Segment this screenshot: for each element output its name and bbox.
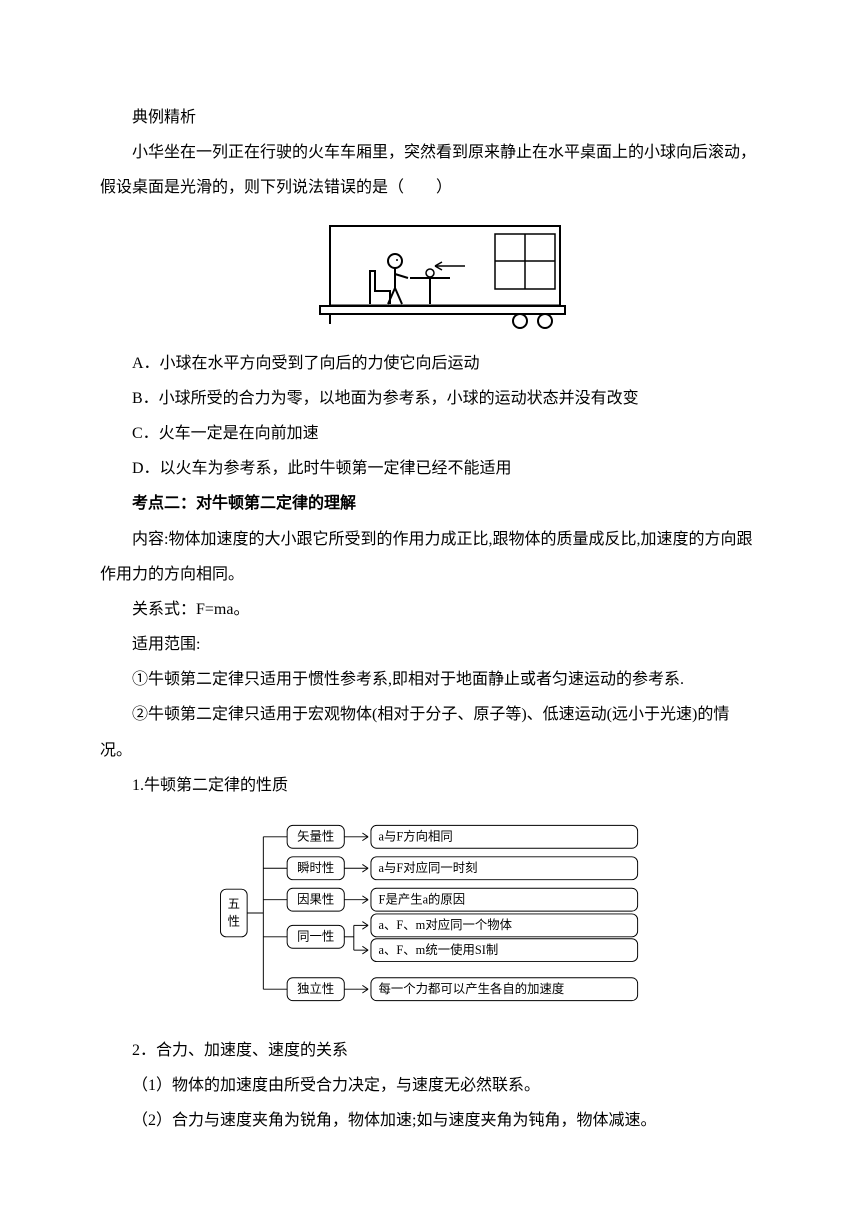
relation-p1: （1）物体的加速度由所受合力决定，与速度无必然联系。 xyxy=(100,1068,760,1103)
prop-desc-2: F是产生a的原因 xyxy=(379,891,466,906)
prop-name-0: 矢量性 xyxy=(297,830,334,844)
prop-name-2: 因果性 xyxy=(297,892,334,906)
section2-formula: 关系式：F=ma。 xyxy=(100,592,760,627)
section-heading-examples: 典例精析 xyxy=(100,100,760,135)
relation-p2: （2）合力与速度夹角为锐角，物体加速;如与速度夹角为钝角，物体减速。 xyxy=(100,1103,760,1138)
train-illustration xyxy=(290,216,570,336)
prop-root-char2: 性 xyxy=(228,914,240,928)
section2-heading: 考点二：对牛顿第二定律的理解 xyxy=(100,486,760,521)
section2-prop-heading: 1.牛顿第二定律的性质 xyxy=(100,768,760,803)
properties-diagram: 五 性 矢量性 瞬时性 因果性 同一性 独立性 xyxy=(200,813,660,1013)
problem-text: 小华坐在一列正在行驶的火车车厢里，突然看到原来静止在水平桌面上的小球向后滚动，假… xyxy=(100,135,760,205)
prop-desc-0: a与F方向相同 xyxy=(379,829,453,844)
option-b: B．小球所受的合力为零，以地面为参考系，小球的运动状态并没有改变 xyxy=(100,381,760,416)
properties-diagram-container: 五 性 矢量性 瞬时性 因果性 同一性 独立性 xyxy=(100,813,760,1013)
prop-name-1: 瞬时性 xyxy=(297,861,334,875)
option-a: A．小球在水平方向受到了向后的力使它向后运动 xyxy=(100,346,760,381)
prop-desc-4: 每一个力都可以产生各自的加速度 xyxy=(379,981,565,996)
section2-scope1: ①牛顿第二定律只适用于惯性参考系,即相对于地面静止或者匀速运动的参考系. xyxy=(100,662,760,697)
option-c: C．火车一定是在向前加速 xyxy=(100,416,760,451)
prop-name-3: 同一性 xyxy=(297,930,334,944)
section2-content-intro: 内容:物体加速度的大小跟它所受到的作用力成正比,跟物体的质量成反比,加速度的方向… xyxy=(100,522,760,592)
relation-heading: 2．合力、加速度、速度的关系 xyxy=(100,1033,760,1068)
train-illustration-container xyxy=(100,216,760,336)
prop-desc-1: a与F对应同一时刻 xyxy=(379,860,478,875)
option-d: D．以火车为参考系，此时牛顿第一定律已经不能适用 xyxy=(100,451,760,486)
prop-name-4: 独立性 xyxy=(297,981,334,996)
prop-desc-3a: a、F、m对应同一个物体 xyxy=(379,917,513,932)
prop-root-char1: 五 xyxy=(228,897,240,911)
section2-scope-title: 适用范围: xyxy=(100,627,760,662)
section2-scope2: ②牛顿第二定律只适用于宏观物体(相对于分子、原子等)、低速运动(远小于光速)的情… xyxy=(100,697,760,767)
prop-desc-3b: a、F、m统一使用SI制 xyxy=(379,942,499,957)
